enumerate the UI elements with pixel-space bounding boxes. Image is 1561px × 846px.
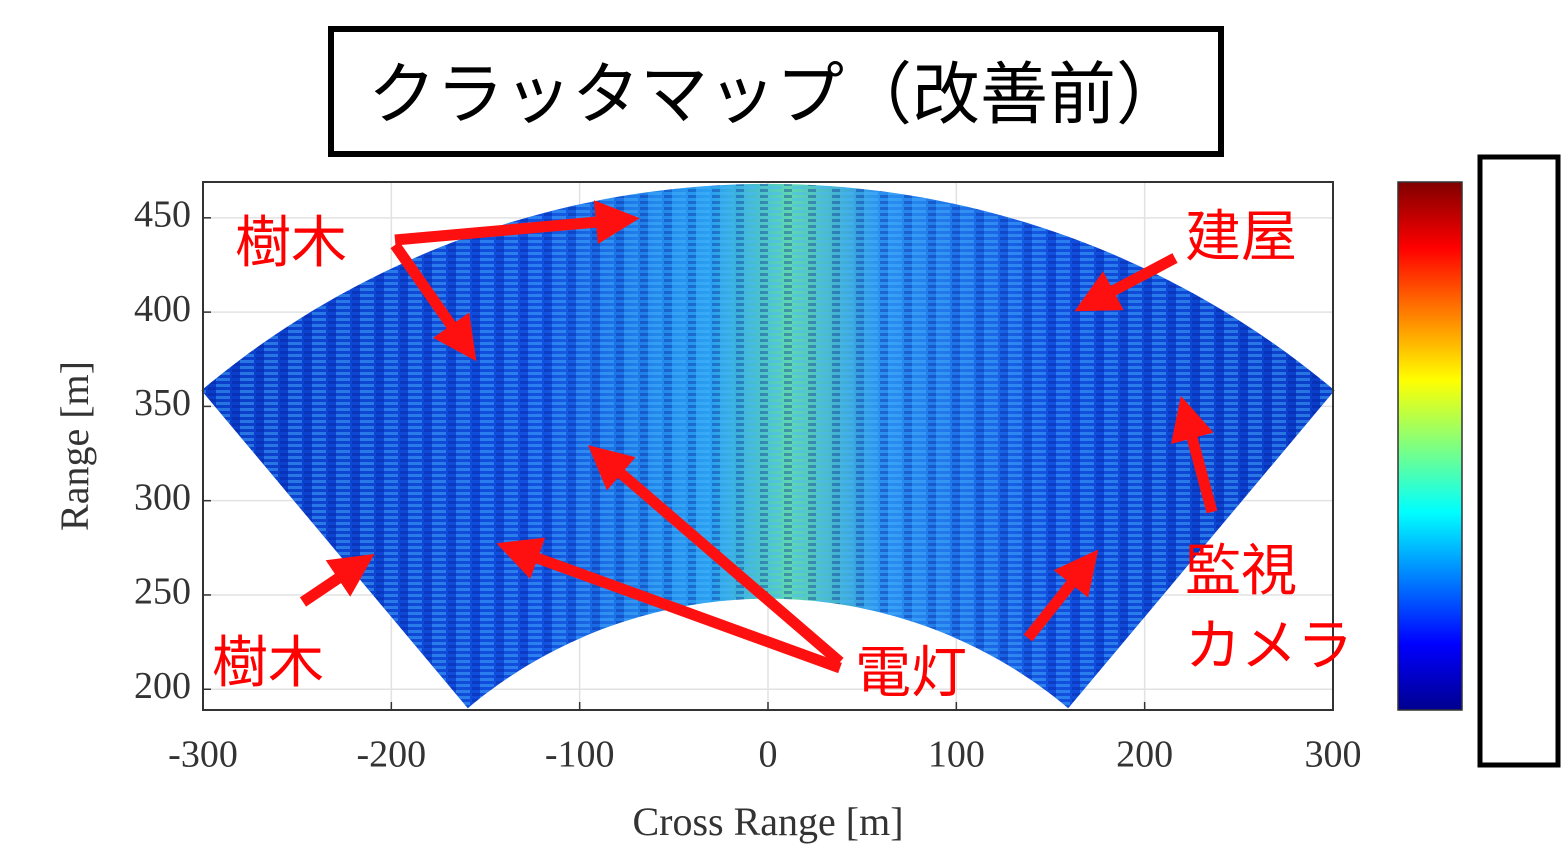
annotation: 監視 — [1185, 539, 1297, 604]
y-tick-label: 350 — [134, 382, 191, 424]
y-tick-label: 200 — [134, 665, 191, 707]
annotation: カメラ — [1185, 614, 1353, 679]
annotation: 電灯 — [855, 641, 967, 706]
x-tick-label: -300 — [168, 734, 238, 776]
x-tick-label: 200 — [1116, 734, 1173, 776]
chart: クラッタマップ（改善前） -300 -200 -100 0 100 200 300 200 25… — [0, 0, 1561, 846]
y-axis-label: Range [m] — [52, 361, 97, 531]
x-tick-label: -200 — [357, 734, 427, 776]
y-tick-label: 400 — [134, 288, 191, 330]
x-tick-label: -100 — [545, 734, 615, 776]
chart-title: クラッタマップ（改善前） — [368, 56, 1184, 135]
y-tick-label: 450 — [134, 194, 191, 236]
x-axis-label: Cross Range [m] — [632, 799, 903, 844]
y-tick-label: 300 — [134, 476, 191, 518]
annotation: 建屋 — [1185, 205, 1297, 270]
x-tick-label: 0 — [759, 734, 778, 776]
x-tick-label: 300 — [1305, 734, 1362, 776]
y-tick-label: 250 — [134, 571, 191, 613]
annotation: 樹木 — [212, 631, 324, 696]
annotation: 樹木 — [235, 211, 347, 276]
arrow — [303, 565, 358, 602]
colorbar-label-box — [1480, 157, 1558, 765]
x-tick-label: 100 — [928, 734, 985, 776]
colorbar — [1398, 182, 1462, 710]
